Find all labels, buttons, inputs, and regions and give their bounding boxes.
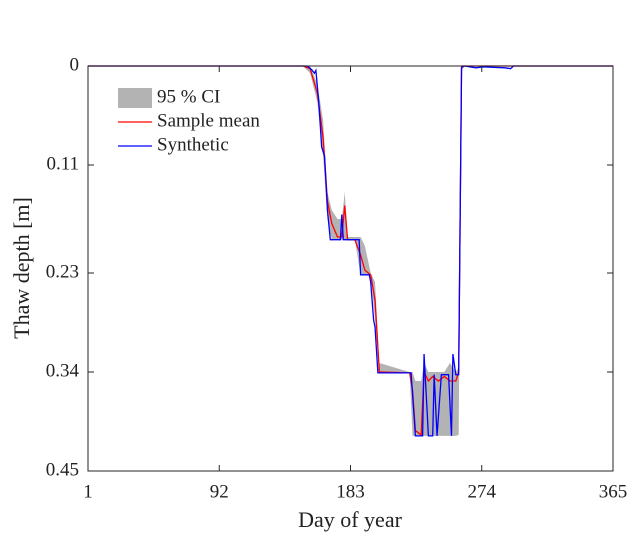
series-line xyxy=(88,65,613,437)
x-tick-label: 92 xyxy=(210,481,229,502)
y-tick-label: 0.45 xyxy=(46,459,79,480)
x-tick-label: 274 xyxy=(468,481,497,502)
legend-label: 95 % CI xyxy=(157,86,220,107)
x-tick-label: 1 xyxy=(83,481,93,502)
legend-swatch xyxy=(118,88,152,108)
y-tick-label: 0.11 xyxy=(46,153,79,174)
x-axis-label: Day of year xyxy=(298,507,403,532)
y-tick-label: 0.23 xyxy=(46,261,79,282)
y-tick-label: 0.34 xyxy=(46,360,80,381)
y-axis-label: Thaw depth [m] xyxy=(9,197,34,339)
y-tick-label: 0 xyxy=(70,54,80,75)
x-tick-label: 183 xyxy=(336,481,365,502)
legend-label: Sample mean xyxy=(157,110,260,131)
legend-label: Synthetic xyxy=(157,134,229,155)
x-tick-label: 365 xyxy=(599,481,628,502)
